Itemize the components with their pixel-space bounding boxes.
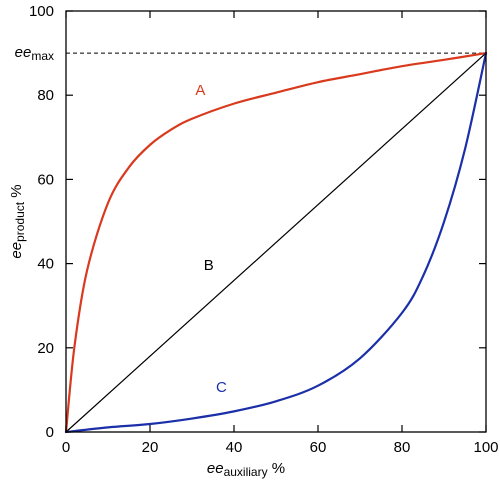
plot-area — [64, 52, 488, 434]
series-line-b — [65, 52, 487, 433]
ee-max-label: eemax — [15, 44, 54, 63]
series-line-c — [64, 52, 488, 434]
x-tick-label: 40 — [226, 439, 243, 456]
y-tick-label: 40 — [37, 256, 54, 273]
x-tick-label: 0 — [62, 439, 70, 456]
y-tick-label: 100 — [29, 3, 54, 20]
axes: 0 20 40 60 80 100 0 20 40 60 80 100 — [29, 3, 499, 456]
curve-label-c: C — [216, 379, 227, 396]
x-axis-title: eeauxiliary % — [207, 460, 285, 479]
x-tick-label: 20 — [142, 439, 159, 456]
y-tick-label: 20 — [37, 340, 54, 357]
plot-frame — [65, 10, 487, 433]
series-line-a — [64, 52, 488, 434]
curve-label-a: A — [195, 82, 205, 99]
y-axis-title: eeproduct % — [8, 184, 27, 258]
y-tick-label: 0 — [46, 424, 54, 441]
x-tick-label: 60 — [310, 439, 327, 456]
y-tick-label: 80 — [37, 87, 54, 104]
labels: eemax eeauxiliary % eeproduct % A B C — [8, 44, 285, 479]
x-tick-label: 100 — [473, 439, 498, 456]
x-tick-label: 80 — [394, 439, 411, 456]
curve-label-b: B — [204, 257, 214, 274]
y-tick-label: 60 — [37, 171, 54, 188]
